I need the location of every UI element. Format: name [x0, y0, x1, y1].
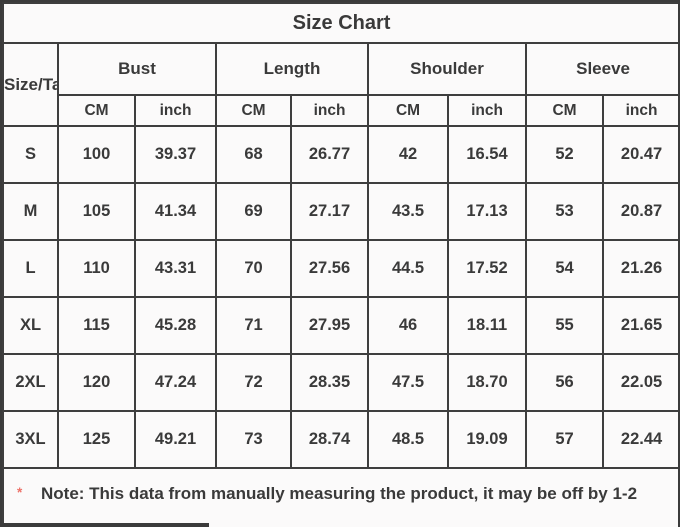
table-row-s: S 100 39.37 68 26.77 42 16.54 52 20.47: [2, 125, 678, 184]
value-cell: 57: [525, 410, 604, 469]
value-cell: 47.24: [134, 353, 217, 412]
value-cell: 100: [57, 125, 136, 184]
table-row-m: M 105 41.34 69 27.17 43.5 17.13 53 20.87: [2, 182, 678, 241]
value-cell: 43.31: [134, 239, 217, 298]
value-cell: 22.44: [601, 410, 678, 469]
value-cell: 20.47: [601, 125, 678, 184]
unit-header-bust-cm: CM: [57, 94, 136, 127]
value-cell: 39.37: [134, 125, 217, 184]
value-cell: 42: [367, 125, 449, 184]
value-cell: 27.95: [290, 296, 369, 355]
value-cell: 22.05: [601, 353, 678, 412]
value-cell: 55: [525, 296, 604, 355]
value-cell: 21.65: [601, 296, 678, 355]
value-cell: 18.70: [447, 353, 527, 412]
size-label: M: [2, 182, 59, 241]
value-cell: 72: [215, 353, 292, 412]
value-cell: 17.13: [447, 182, 527, 241]
size-label: 3XL: [2, 410, 59, 469]
group-header-shoulder: Shoulder: [367, 42, 527, 96]
unit-header-length-cm: CM: [215, 94, 292, 127]
table-row-2xl: 2XL 120 47.24 72 28.35 47.5 18.70 56 22.…: [2, 353, 678, 412]
note-row: * Note: This data from manually measurin…: [2, 467, 678, 527]
group-header-sleeve: Sleeve: [524, 42, 678, 96]
unit-header-sleeve-inch: inch: [601, 94, 678, 127]
size-label: XL: [2, 296, 59, 355]
value-cell: 41.34: [134, 182, 217, 241]
value-cell: 68: [215, 125, 292, 184]
value-cell: 46: [367, 296, 449, 355]
value-cell: 53: [525, 182, 604, 241]
unit-header-sleeve-cm: CM: [525, 94, 604, 127]
value-cell: 54: [525, 239, 604, 298]
corner-header-size-tag: Size/Ta: [2, 42, 59, 127]
chart-title: Size Chart: [2, 2, 678, 44]
value-cell: 26.77: [290, 125, 369, 184]
value-cell: 48.5: [367, 410, 449, 469]
value-cell: 125: [57, 410, 136, 469]
value-cell: 28.35: [290, 353, 369, 412]
value-cell: 73: [215, 410, 292, 469]
value-cell: 71: [215, 296, 292, 355]
value-cell: 16.54: [447, 125, 527, 184]
cropped-border-fragment: [2, 523, 209, 527]
size-label: L: [2, 239, 59, 298]
table-row-l: L 110 43.31 70 27.56 44.5 17.52 54 21.26: [2, 239, 678, 298]
unit-header-bust-inch: inch: [134, 94, 217, 127]
value-cell: 20.87: [601, 182, 678, 241]
table-row-xl: XL 115 45.28 71 27.95 46 18.11 55 21.65: [2, 296, 678, 355]
value-cell: 105: [57, 182, 136, 241]
value-cell: 44.5: [367, 239, 449, 298]
unit-header-shoulder-cm: CM: [367, 94, 449, 127]
value-cell: 28.74: [290, 410, 369, 469]
value-cell: 70: [215, 239, 292, 298]
value-cell: 19.09: [447, 410, 527, 469]
note-text: Note: This data from manually measuring …: [41, 484, 638, 503]
group-header-length: Length: [215, 42, 369, 96]
value-cell: 69: [215, 182, 292, 241]
unit-header-length-inch: inch: [290, 94, 369, 127]
note-asterisk-marker: *: [17, 485, 23, 500]
unit-header-shoulder-inch: inch: [447, 94, 527, 127]
size-label: 2XL: [2, 353, 59, 412]
value-cell: 49.21: [134, 410, 217, 469]
value-cell: 17.52: [447, 239, 527, 298]
value-cell: 27.56: [290, 239, 369, 298]
group-header-bust: Bust: [57, 42, 217, 96]
value-cell: 56: [525, 353, 604, 412]
value-cell: 27.17: [290, 182, 369, 241]
value-cell: 47.5: [367, 353, 449, 412]
value-cell: 115: [57, 296, 136, 355]
value-cell: 52: [525, 125, 604, 184]
size-label: S: [2, 125, 59, 184]
value-cell: 43.5: [367, 182, 449, 241]
value-cell: 45.28: [134, 296, 217, 355]
value-cell: 21.26: [601, 239, 678, 298]
value-cell: 110: [57, 239, 136, 298]
value-cell: 120: [57, 353, 136, 412]
value-cell: 18.11: [447, 296, 527, 355]
table-row-3xl: 3XL 125 49.21 73 28.74 48.5 19.09 57 22.…: [2, 410, 678, 469]
